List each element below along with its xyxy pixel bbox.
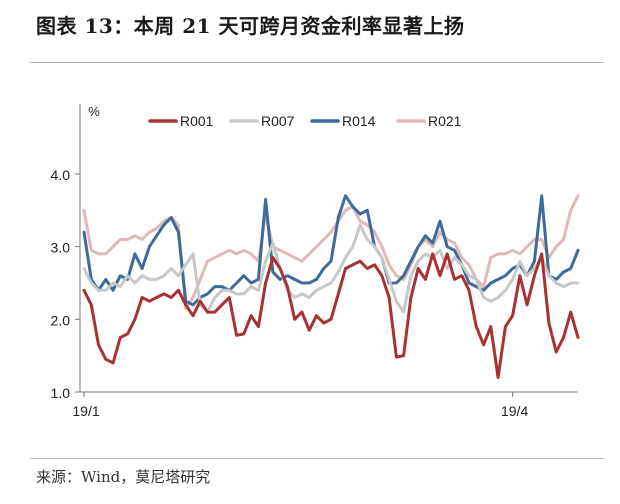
title-divider [30, 62, 604, 63]
x-tick-label: 19/4 [501, 403, 528, 419]
y-tick-label: 4.0 [51, 167, 71, 183]
y-tick-label: 2.0 [51, 312, 71, 328]
chart-series [82, 194, 580, 379]
legend-label-r014: R014 [342, 113, 376, 129]
series-line-r014 [82, 194, 580, 307]
chart-legend: R001 R007 R014 R021 [148, 113, 462, 129]
source-divider [30, 458, 604, 459]
legend-label-r007: R007 [261, 113, 295, 129]
y-tick-label: 3.0 [51, 240, 71, 256]
legend-label-r021: R021 [428, 113, 462, 129]
legend-label-r001: R001 [180, 113, 214, 129]
series-line-r021 [82, 194, 580, 310]
series-line-r007 [82, 223, 580, 314]
x-tick-label: 19/1 [72, 403, 99, 419]
y-axis-unit-label: % [88, 104, 100, 119]
series-line-r001 [82, 252, 580, 379]
figure-source: 来源：Wind，莫尼塔研究 [36, 468, 211, 486]
chart-axes: 1.0 2.0 3.0 4.0 19/1 19/4 [51, 104, 578, 419]
y-tick-label: 1.0 [51, 385, 71, 401]
figure-title: 图表 13：本周 21 天可跨月资金利率显著上扬 [36, 14, 465, 38]
